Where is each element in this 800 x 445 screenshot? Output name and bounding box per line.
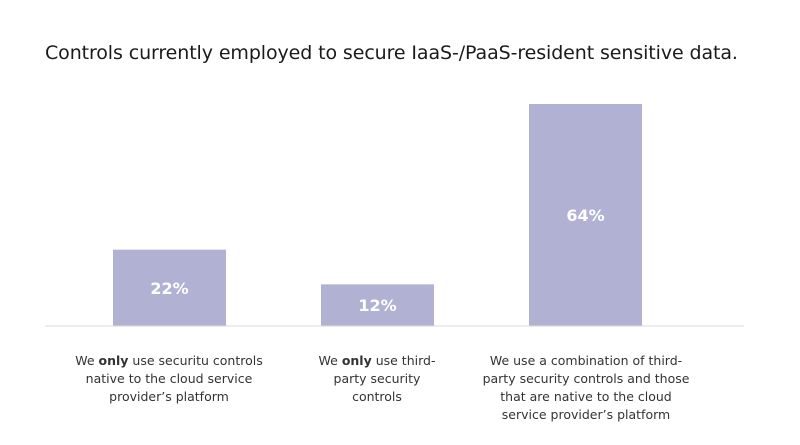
category-label-1-after: use third-party security controls bbox=[333, 353, 436, 404]
category-label-0: We only use securitu controls native to … bbox=[59, 352, 279, 406]
category-label-1-bold: only bbox=[341, 353, 372, 368]
category-label-2: We use a combination of third-party secu… bbox=[476, 352, 696, 424]
bar-0 bbox=[113, 249, 226, 326]
category-label-2-after: We use a combination of third-party secu… bbox=[482, 353, 690, 422]
category-label-0-bold: only bbox=[98, 353, 129, 368]
category-label-0-after: use securitu controls native to the clou… bbox=[85, 353, 263, 404]
bar-1 bbox=[321, 284, 434, 326]
category-label-1-before: We bbox=[318, 353, 342, 368]
bars bbox=[113, 104, 642, 326]
bar-value-label-1: 12% bbox=[358, 296, 396, 315]
chart-title: Controls currently employed to secure Ia… bbox=[45, 42, 738, 64]
bar-value-label-2: 64% bbox=[566, 206, 604, 225]
bar-value-label-0: 22% bbox=[150, 279, 188, 298]
bar-2 bbox=[529, 104, 642, 326]
data-labels: 22% 12% 64% bbox=[150, 206, 604, 315]
category-label-0-before: We bbox=[75, 353, 99, 368]
category-label-1: We only use third-party security control… bbox=[312, 352, 442, 406]
